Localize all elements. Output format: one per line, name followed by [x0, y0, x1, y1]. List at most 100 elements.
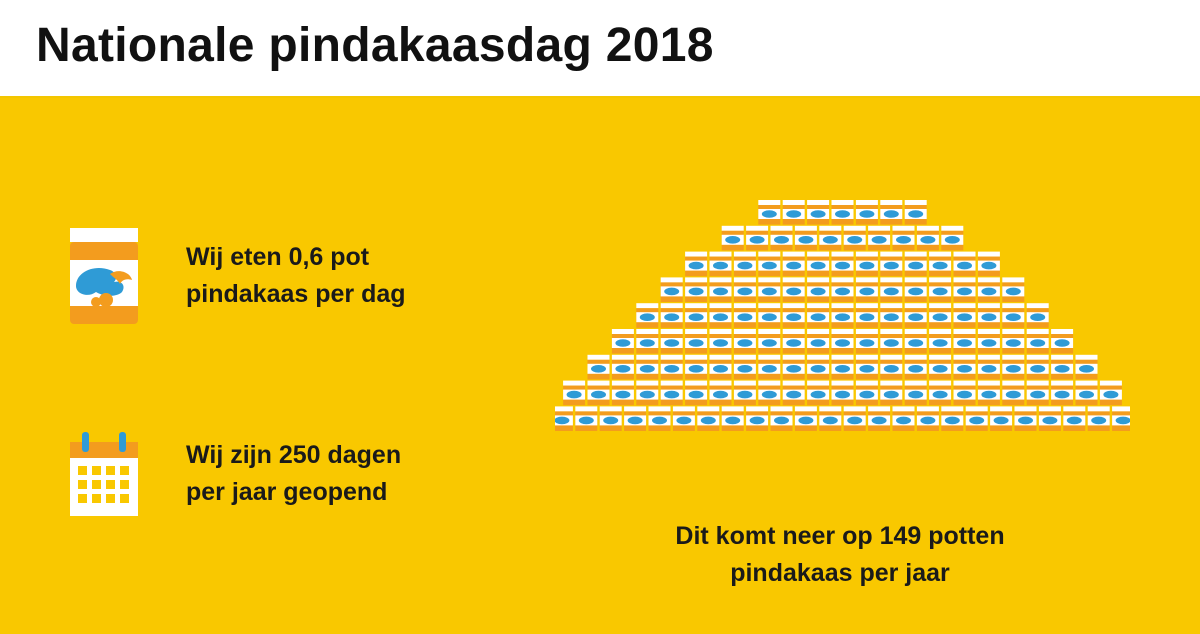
jar-icon: [929, 277, 952, 302]
jar-icon: [855, 277, 878, 302]
jar-icon: [782, 380, 805, 406]
jar-icon: [929, 251, 952, 277]
jar-icon: [575, 406, 598, 431]
jar-icon: [1014, 406, 1037, 431]
jar-icon: [733, 354, 756, 380]
jar-icon: [807, 380, 830, 406]
jar-pyramid: [555, 200, 1130, 431]
summary-line2: pindakaas per jaar: [730, 559, 950, 587]
jar-icon: [733, 380, 756, 406]
jar-icon: [758, 329, 781, 354]
jar-icon: [782, 303, 805, 328]
jar-icon: [977, 380, 1000, 406]
jar-icon: [843, 225, 866, 251]
jar-icon: [709, 329, 732, 354]
jar-icon: [904, 354, 927, 380]
jar-icon: [831, 303, 854, 328]
jar-icon: [636, 329, 659, 354]
peanut-butter-jar-icon: [70, 228, 138, 324]
fact-consumption-line2: pindakaas per dag: [186, 280, 406, 308]
jar-icon: [782, 354, 805, 380]
jar-icon: [953, 303, 976, 328]
jar-icon: [904, 329, 927, 354]
jar-icon: [758, 277, 781, 302]
jar-icon: [953, 380, 976, 406]
jar-icon: [685, 329, 708, 354]
fact-opening-days-line1: Wij zijn 250 dagen: [186, 441, 402, 469]
jar-icon: [929, 380, 952, 406]
jar-icon: [904, 277, 927, 302]
jar-icon: [733, 277, 756, 302]
jar-icon: [709, 277, 732, 302]
jar-icon: [929, 329, 952, 354]
jar-icon: [685, 277, 708, 302]
jar-icon: [807, 329, 830, 354]
fact-consumption-text: Wij eten 0,6 pot pindakaas per dag: [186, 239, 446, 313]
fact-opening-days-text: Wij zijn 250 dagen per jaar geopend: [186, 437, 446, 511]
jar-icon: [1051, 329, 1074, 354]
jar-icon: [1038, 406, 1061, 431]
jar-icon: [660, 380, 683, 406]
jar-icon: [953, 329, 976, 354]
jar-icon: [782, 329, 805, 354]
jar-icon: [1026, 329, 1049, 354]
jar-icon: [1051, 354, 1074, 380]
jar-icon: [807, 200, 830, 225]
jar-icon: [855, 380, 878, 406]
jar-icon: [685, 303, 708, 328]
fact-opening-days: Wij zijn 250 dagen per jaar geopend: [66, 426, 446, 522]
jar-icon: [855, 354, 878, 380]
jar-icon: [807, 354, 830, 380]
jar-icon: [953, 251, 976, 277]
jar-icon: [794, 225, 817, 251]
jar-icon: [953, 354, 976, 380]
jar-icon: [1099, 380, 1122, 406]
jar-icon: [965, 406, 988, 431]
jar-icon: [904, 251, 927, 277]
jar-icon: [807, 251, 830, 277]
jar-icon: [831, 354, 854, 380]
header: Nationale pindakaasdag 2018: [0, 0, 1200, 98]
jar-icon: [685, 380, 708, 406]
jar-icon: [660, 354, 683, 380]
jar-icon: [831, 277, 854, 302]
jar-icon: [941, 406, 964, 431]
jar-icon: [880, 303, 903, 328]
jar-icon: [953, 277, 976, 302]
jar-icon: [782, 251, 805, 277]
jar-icon: [1026, 380, 1049, 406]
jar-icon: [977, 354, 1000, 380]
summary-line1: Dit komt neer op 149 potten: [675, 522, 1005, 550]
jar-icon: [880, 329, 903, 354]
jar-icon: [977, 251, 1000, 277]
jar-icon: [916, 406, 939, 431]
jar-icon: [868, 406, 891, 431]
jar-icon: [1026, 354, 1049, 380]
jar-icon: [904, 380, 927, 406]
jar-icon: [733, 329, 756, 354]
jar-icon: [855, 329, 878, 354]
fact-opening-days-line2: per jaar geopend: [186, 478, 388, 506]
jar-icon: [807, 303, 830, 328]
jar-icon: [758, 303, 781, 328]
jar-icon: [697, 406, 720, 431]
jar-icon: [685, 251, 708, 277]
jar-icon: [868, 225, 891, 251]
jar-icon: [843, 406, 866, 431]
jar-icon: [746, 406, 769, 431]
jar-icon: [929, 354, 952, 380]
jar-icon: [660, 303, 683, 328]
jar-icon: [941, 225, 964, 251]
jar-icon: [880, 277, 903, 302]
jar-icon: [1002, 277, 1025, 302]
jar-icon: [555, 406, 573, 431]
jar-icon: [611, 380, 634, 406]
calendar-icon: [70, 432, 138, 516]
jar-icon: [587, 380, 610, 406]
jar-icon: [782, 200, 805, 225]
jar-icon: [587, 354, 610, 380]
jar-icon: [990, 406, 1013, 431]
jar-icon: [709, 251, 732, 277]
jar-icon: [1112, 406, 1130, 431]
jar-icon: [1051, 380, 1074, 406]
